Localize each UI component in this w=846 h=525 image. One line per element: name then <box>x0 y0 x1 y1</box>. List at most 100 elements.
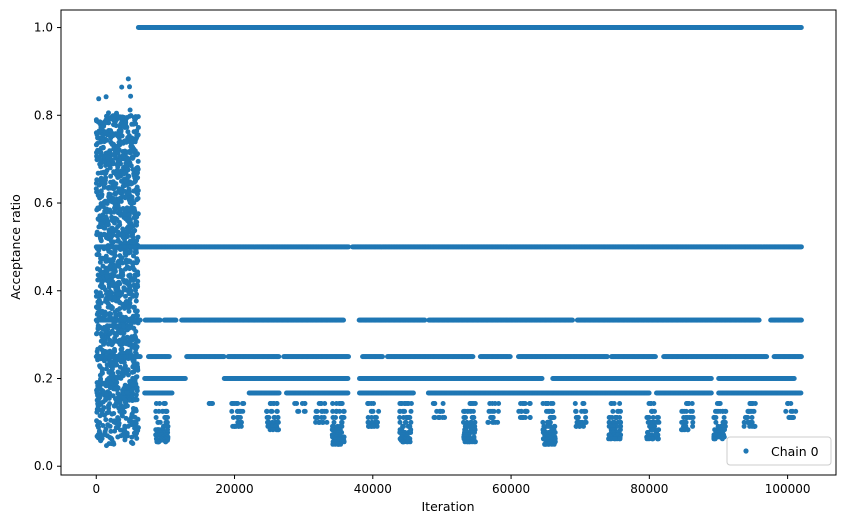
burn-in-point <box>130 149 136 154</box>
burn-in-point <box>104 323 110 329</box>
burn-in-point <box>123 162 129 168</box>
burn-in-point <box>134 291 139 297</box>
burn-in-point <box>101 169 107 175</box>
level-point <box>507 354 513 360</box>
burn-in-point <box>119 272 124 278</box>
burn-in-point <box>109 305 115 311</box>
burn-in-point <box>129 121 135 127</box>
burn-in-point <box>109 361 115 366</box>
burn-in-point <box>107 263 113 269</box>
burn-in-point <box>115 143 121 149</box>
burn-in-point <box>108 173 114 179</box>
level-point <box>570 317 575 323</box>
burn-in-point <box>115 391 121 396</box>
burn-in-point <box>97 161 103 167</box>
burn-in-point <box>126 304 132 310</box>
burn-in-point <box>106 405 112 411</box>
burn-in-point <box>119 346 125 352</box>
burn-in-point <box>94 330 100 336</box>
burn-in-point <box>125 367 131 373</box>
burn-in-point <box>125 167 131 173</box>
burn-in-point <box>96 425 101 430</box>
burn-in-point <box>98 188 104 194</box>
burn-in-point <box>107 338 113 343</box>
burn-in-point <box>98 438 104 444</box>
burn-in-point <box>119 133 125 139</box>
burn-in-point <box>112 264 118 270</box>
burn-in-point <box>105 300 111 306</box>
burn-in-point <box>108 441 114 447</box>
burn-in-point <box>104 366 109 372</box>
burn-in-point <box>106 110 111 116</box>
burn-in-point <box>127 266 133 272</box>
burn-in-point <box>99 366 105 372</box>
burn-in-point <box>96 119 101 125</box>
burn-in-point <box>132 275 138 281</box>
burn-in-point <box>117 253 123 259</box>
burn-in-point <box>129 411 135 417</box>
level-point <box>166 354 172 360</box>
burn-in-point <box>118 257 124 263</box>
burn-in-point <box>114 307 120 313</box>
burn-in-point <box>114 376 120 382</box>
burn-in-point <box>127 284 133 290</box>
burn-in-point <box>103 129 108 135</box>
burn-in-point <box>113 386 119 392</box>
burn-in-point <box>103 329 109 335</box>
burn-in-point <box>132 209 138 215</box>
burn-in-point <box>127 249 133 255</box>
burn-in-point <box>104 274 110 280</box>
burn-in-point <box>131 188 137 194</box>
burn-in-point <box>115 415 121 421</box>
burn-in-point <box>110 142 116 148</box>
burn-in-point <box>109 366 115 372</box>
burn-in-point <box>111 209 117 215</box>
burn-in-point <box>98 204 103 210</box>
burn-in-point <box>97 157 103 163</box>
burn-in-point <box>115 260 121 265</box>
burn-in-point <box>128 181 133 187</box>
burn-in-point <box>112 335 118 341</box>
burn-in-point <box>120 115 126 121</box>
burn-in-point <box>135 269 141 275</box>
burn-in-point <box>107 401 113 407</box>
burn-in-point <box>94 388 100 394</box>
burn-in-point <box>102 432 108 438</box>
burn-in-point <box>103 426 109 432</box>
burn-in-point <box>125 129 131 135</box>
burn-in-point <box>100 145 106 151</box>
burn-in-point <box>125 157 130 163</box>
burn-in-point <box>132 425 138 431</box>
burn-in-point <box>129 393 135 399</box>
burn-in-point <box>113 287 119 293</box>
burn-in-point <box>109 372 115 377</box>
burn-in-point <box>120 372 126 378</box>
burn-in-point <box>93 186 99 192</box>
burn-in-point <box>108 238 114 244</box>
burn-in-point <box>95 346 101 352</box>
burn-in-point <box>103 258 109 264</box>
burn-in-point <box>107 295 113 301</box>
burn-in-point <box>96 297 102 303</box>
burn-in-point <box>133 121 139 127</box>
burn-in-point <box>97 372 103 378</box>
burn-in-point <box>98 331 104 336</box>
burn-in-point <box>95 216 101 222</box>
burn-in-point <box>135 195 141 201</box>
burn-in-point <box>134 134 140 140</box>
level-point <box>380 354 385 360</box>
burn-in-point <box>131 362 137 367</box>
burn-in-point <box>131 358 137 364</box>
burn-in-point <box>106 193 112 199</box>
burn-in-point <box>94 229 100 235</box>
burn-in-point <box>108 428 114 434</box>
burn-in-point <box>123 293 128 299</box>
burn-in-point <box>126 212 132 218</box>
burn-in-point <box>129 204 135 210</box>
burn-in-point <box>104 222 110 228</box>
burn-in-point <box>99 293 105 299</box>
burn-in-point <box>121 330 127 336</box>
burn-in-point <box>134 238 140 244</box>
burn-in-point <box>117 427 123 433</box>
burn-in-point <box>98 407 104 413</box>
